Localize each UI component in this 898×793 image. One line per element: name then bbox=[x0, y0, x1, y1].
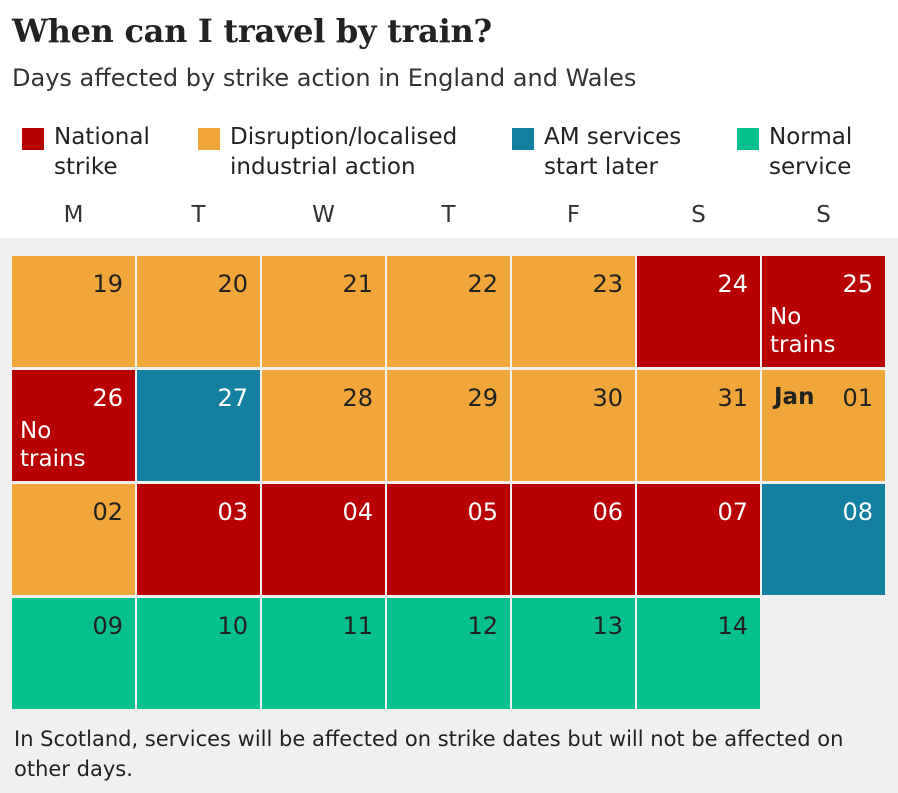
calendar-day-cell: 30 bbox=[512, 370, 635, 481]
day-number: 11 bbox=[342, 612, 373, 640]
day-number: 21 bbox=[342, 270, 373, 298]
day-number: 20 bbox=[217, 270, 248, 298]
calendar-day-cell: 02 bbox=[12, 484, 135, 595]
calendar-day-cell: 20 bbox=[137, 256, 260, 367]
day-number: 01 bbox=[842, 384, 873, 412]
day-number: 31 bbox=[717, 384, 748, 412]
day-number: 13 bbox=[592, 612, 623, 640]
calendar-day-cell: 13 bbox=[512, 598, 635, 709]
calendar-day-cell: 10 bbox=[137, 598, 260, 709]
calendar-day-cell: 23 bbox=[512, 256, 635, 367]
footnote: In Scotland, services will be affected o… bbox=[14, 727, 844, 781]
day-number: 06 bbox=[592, 498, 623, 526]
day-number: 05 bbox=[467, 498, 498, 526]
calendar-day-cell: 08 bbox=[762, 484, 885, 595]
day-number: 29 bbox=[467, 384, 498, 412]
page-title: When can I travel by train? bbox=[12, 12, 492, 50]
weekday-header: S bbox=[816, 202, 831, 228]
legend-label: Normal service bbox=[769, 124, 853, 180]
calendar-day-cell: 28 bbox=[262, 370, 385, 481]
day-number: 07 bbox=[717, 498, 748, 526]
day-number: 08 bbox=[842, 498, 873, 526]
day-number: 28 bbox=[342, 384, 373, 412]
calendar-day-cell: 26 No trains bbox=[12, 370, 135, 481]
calendar-day-cell: 04 bbox=[262, 484, 385, 595]
day-number: 12 bbox=[467, 612, 498, 640]
day-number: 30 bbox=[592, 384, 623, 412]
weekday-header: T bbox=[441, 202, 456, 228]
weekday-header: M bbox=[63, 202, 84, 228]
calendar-day-cell: 11 bbox=[262, 598, 385, 709]
page-subtitle: Days affected by strike action in Englan… bbox=[12, 64, 637, 92]
day-number: 02 bbox=[92, 498, 123, 526]
calendar-day-cell: 01 Jan bbox=[762, 370, 885, 481]
calendar-day-cell: 07 bbox=[637, 484, 760, 595]
legend-label: National strike bbox=[54, 124, 150, 180]
legend-swatch-am-services bbox=[512, 128, 534, 150]
calendar-day-cell: 21 bbox=[262, 256, 385, 367]
legend-swatch-normal-service bbox=[737, 128, 759, 150]
calendar-day-cell: 31 bbox=[637, 370, 760, 481]
day-number: 23 bbox=[592, 270, 623, 298]
legend-swatch-disruption bbox=[198, 128, 220, 150]
legend-swatch-national-strike bbox=[22, 128, 44, 150]
calendar-day-cell: 24 bbox=[637, 256, 760, 367]
calendar-day-cell: 27 bbox=[137, 370, 260, 481]
day-number: 10 bbox=[217, 612, 248, 640]
day-number: 19 bbox=[92, 270, 123, 298]
weekday-header: S bbox=[691, 202, 706, 228]
day-number: 14 bbox=[717, 612, 748, 640]
legend-label: Disruption/localised industrial action bbox=[230, 124, 458, 180]
day-note: No trains bbox=[770, 304, 836, 358]
calendar-day-cell: 22 bbox=[387, 256, 510, 367]
calendar-day-cell: 12 bbox=[387, 598, 510, 709]
calendar-day-cell: 29 bbox=[387, 370, 510, 481]
day-note: No trains bbox=[20, 418, 86, 472]
calendar-day-cell: 09 bbox=[12, 598, 135, 709]
calendar-day-cell: 19 bbox=[12, 256, 135, 367]
weekday-header: F bbox=[566, 202, 581, 228]
day-number: 04 bbox=[342, 498, 373, 526]
day-number: 09 bbox=[92, 612, 123, 640]
day-number: 24 bbox=[717, 270, 748, 298]
day-number: 03 bbox=[217, 498, 248, 526]
day-number: 22 bbox=[467, 270, 498, 298]
calendar-day-cell: 03 bbox=[137, 484, 260, 595]
weekday-header: T bbox=[191, 202, 206, 228]
day-number: 26 bbox=[92, 384, 123, 412]
calendar-day-cell: 14 bbox=[637, 598, 760, 709]
month-label: Jan bbox=[774, 384, 815, 410]
legend-label: AM services start later bbox=[544, 124, 682, 180]
calendar-day-cell: 05 bbox=[387, 484, 510, 595]
day-number: 25 bbox=[842, 270, 873, 298]
day-number: 27 bbox=[217, 384, 248, 412]
calendar-day-cell: 06 bbox=[512, 484, 635, 595]
calendar-day-cell: 25 No trains bbox=[762, 256, 885, 367]
weekday-header: W bbox=[312, 202, 335, 228]
